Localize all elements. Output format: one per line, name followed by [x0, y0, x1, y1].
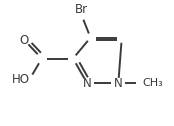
- Text: N: N: [114, 77, 123, 90]
- Text: N: N: [83, 77, 91, 90]
- Text: HO: HO: [12, 73, 30, 86]
- Text: CH₃: CH₃: [143, 78, 163, 88]
- Text: Br: Br: [75, 3, 88, 16]
- Text: O: O: [20, 34, 29, 47]
